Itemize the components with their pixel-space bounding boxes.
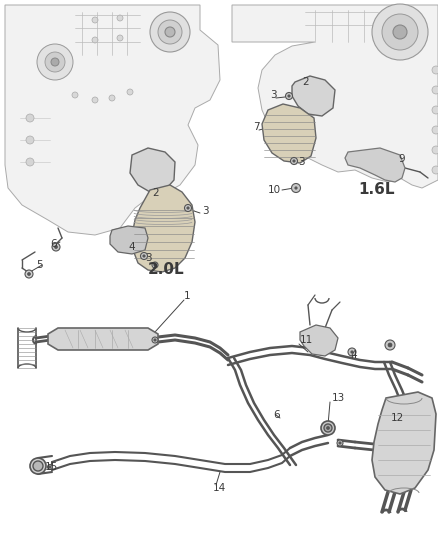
Circle shape bbox=[117, 15, 123, 21]
Polygon shape bbox=[372, 392, 436, 494]
Circle shape bbox=[26, 114, 34, 122]
Circle shape bbox=[127, 89, 133, 95]
Circle shape bbox=[324, 424, 332, 432]
Text: 3: 3 bbox=[145, 253, 152, 263]
Text: 5: 5 bbox=[36, 260, 42, 270]
Text: 13: 13 bbox=[332, 393, 345, 403]
Circle shape bbox=[26, 158, 34, 166]
Circle shape bbox=[72, 92, 78, 98]
Circle shape bbox=[337, 440, 343, 446]
Text: 10: 10 bbox=[268, 185, 281, 195]
Text: 1.6L: 1.6L bbox=[358, 182, 395, 198]
Text: 2: 2 bbox=[302, 77, 309, 87]
Circle shape bbox=[92, 17, 98, 23]
Text: 11: 11 bbox=[300, 335, 313, 345]
Polygon shape bbox=[5, 5, 220, 235]
Circle shape bbox=[37, 44, 73, 80]
Circle shape bbox=[326, 426, 329, 430]
Text: 9: 9 bbox=[398, 154, 405, 164]
Circle shape bbox=[154, 339, 156, 341]
Circle shape bbox=[288, 95, 290, 97]
Circle shape bbox=[52, 243, 60, 251]
Text: 2: 2 bbox=[152, 188, 159, 198]
Circle shape bbox=[295, 187, 297, 189]
Polygon shape bbox=[262, 104, 316, 163]
Circle shape bbox=[339, 442, 341, 444]
Polygon shape bbox=[130, 148, 175, 192]
Circle shape bbox=[28, 272, 31, 276]
Circle shape bbox=[165, 27, 175, 37]
Polygon shape bbox=[48, 328, 158, 350]
Circle shape bbox=[187, 207, 189, 209]
Circle shape bbox=[286, 93, 293, 100]
Polygon shape bbox=[110, 226, 148, 254]
Circle shape bbox=[92, 37, 98, 43]
Circle shape bbox=[152, 337, 158, 343]
Text: 4: 4 bbox=[128, 242, 134, 252]
Polygon shape bbox=[300, 325, 338, 356]
Circle shape bbox=[348, 348, 356, 356]
Circle shape bbox=[292, 183, 300, 192]
Circle shape bbox=[54, 246, 57, 248]
Polygon shape bbox=[292, 76, 335, 116]
Circle shape bbox=[389, 344, 391, 346]
Circle shape bbox=[432, 106, 438, 114]
Circle shape bbox=[372, 4, 428, 60]
Text: 3: 3 bbox=[298, 157, 304, 167]
Text: 6: 6 bbox=[273, 410, 279, 420]
Circle shape bbox=[117, 35, 123, 41]
Circle shape bbox=[143, 255, 145, 257]
Circle shape bbox=[432, 66, 438, 74]
Polygon shape bbox=[132, 185, 195, 272]
Text: 3: 3 bbox=[270, 90, 277, 100]
Circle shape bbox=[49, 466, 51, 468]
Text: 12: 12 bbox=[391, 413, 404, 423]
Circle shape bbox=[432, 146, 438, 154]
Circle shape bbox=[293, 160, 295, 162]
Circle shape bbox=[393, 25, 407, 39]
Circle shape bbox=[51, 58, 59, 66]
Circle shape bbox=[432, 126, 438, 134]
Circle shape bbox=[25, 270, 33, 278]
Text: 3: 3 bbox=[202, 206, 208, 216]
Circle shape bbox=[150, 12, 190, 52]
Circle shape bbox=[388, 343, 392, 347]
Circle shape bbox=[321, 421, 335, 435]
Circle shape bbox=[382, 14, 418, 50]
Circle shape bbox=[432, 166, 438, 174]
Circle shape bbox=[154, 264, 156, 266]
Circle shape bbox=[141, 253, 148, 260]
Circle shape bbox=[152, 262, 158, 268]
Circle shape bbox=[109, 95, 115, 101]
Circle shape bbox=[290, 157, 297, 165]
Text: 14: 14 bbox=[213, 483, 226, 493]
Text: 2.0L: 2.0L bbox=[148, 262, 185, 278]
Circle shape bbox=[184, 205, 191, 212]
Polygon shape bbox=[232, 5, 438, 188]
Circle shape bbox=[432, 86, 438, 94]
Text: 6: 6 bbox=[50, 239, 57, 249]
Circle shape bbox=[33, 461, 43, 471]
Circle shape bbox=[92, 97, 98, 103]
Circle shape bbox=[45, 52, 65, 72]
Text: 4: 4 bbox=[350, 350, 357, 360]
Circle shape bbox=[385, 340, 395, 350]
Text: 1: 1 bbox=[184, 291, 191, 301]
Circle shape bbox=[30, 458, 46, 474]
Circle shape bbox=[47, 464, 53, 470]
Polygon shape bbox=[345, 148, 405, 182]
Circle shape bbox=[26, 136, 34, 144]
Circle shape bbox=[351, 351, 353, 353]
Text: 7: 7 bbox=[253, 122, 260, 132]
Circle shape bbox=[158, 20, 182, 44]
Text: 15: 15 bbox=[45, 462, 58, 472]
